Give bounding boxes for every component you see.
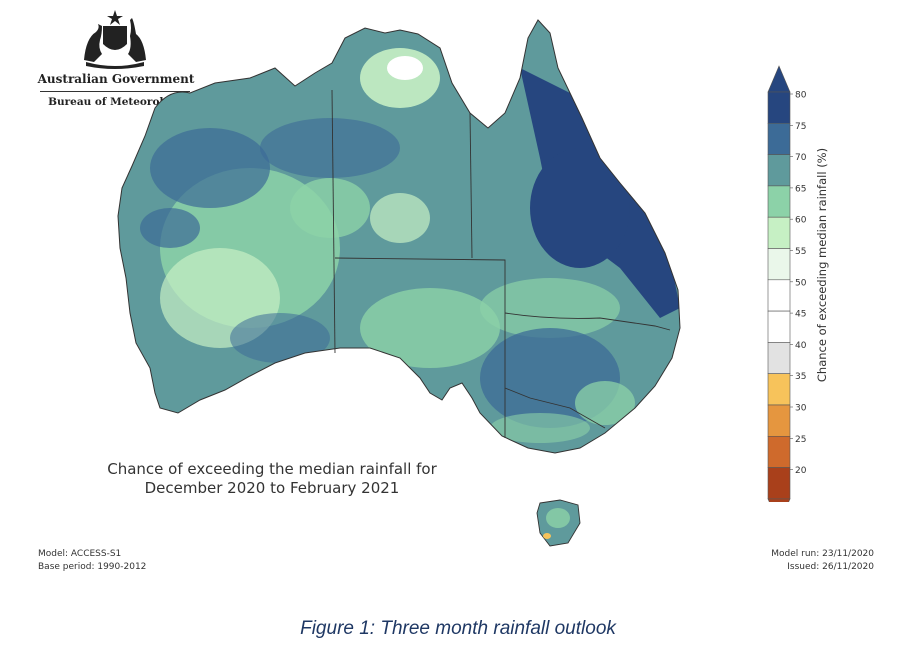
state-borders [331,89,671,438]
run-info: Model run: 23/11/2020 Issued: 26/11/2020 [771,548,874,574]
colorbar-tick-label: 45 [795,310,806,320]
base-period: Base period: 1990-2012 [38,562,147,572]
org-name-line1: Australian Government [37,72,195,86]
logo-divider [40,91,190,92]
triangle-up-icon [767,65,791,93]
model-name: Model: ACCESS-S1 [38,549,122,559]
rainfall-outlook-map [117,19,681,547]
colorbar-segment [767,185,791,218]
colorbar-tick-label: 60 [795,216,807,226]
map-caption: Chance of exceeding the median rainfall … [82,460,462,498]
colorbar-segment [767,342,791,374]
colorbar-tick-label: 35 [795,372,806,382]
colorbar-tick-label: 70 [795,153,807,163]
colorbar-segment [767,467,791,500]
government-logo: Australian Government Bureau of Meteorol… [36,8,196,112]
triangle-down-icon [767,498,791,502]
colorbar-tick-label: 20 [795,466,807,476]
colorbar-legend: 80 75 70 65 60 55 50 45 40 35 30 25 20 [767,65,807,502]
colorbar-label: Chance of exceeding median rainfall (%) [815,147,829,382]
colorbar-tick-label: 50 [795,278,807,288]
colorbar-tick-label: 65 [795,184,806,194]
colorbar-segment [767,373,791,406]
figure-caption: Figure 1: Three month rainfall outlook [300,618,616,639]
coat-of-arms-icon [84,10,146,69]
colorbar-tick-label: 55 [795,247,806,257]
issued-date: Issued: 26/11/2020 [787,562,874,572]
model-run-date: Model run: 23/11/2020 [771,549,874,559]
colorbar-segment [767,91,791,124]
colorbar-segment [767,310,791,343]
colorbar-title: Chance of exceeding median rainfall (%) [812,92,832,437]
colorbar-segment [767,216,791,249]
colorbar-segment [767,404,791,437]
colorbar-segment [767,122,791,155]
colorbar-tick-label: 75 [795,122,806,132]
colorbar-tick-label: 40 [795,341,807,351]
colorbar-tick-label: 30 [795,404,807,414]
australia-outline [117,19,681,454]
colorbar-segment [767,154,791,187]
colorbar-segment [767,435,791,468]
colorbar-tick-label: 25 [795,435,806,445]
colorbar-tick-label: 80 [795,91,807,101]
model-info: Model: ACCESS-S1 Base period: 1990-2012 [38,548,146,574]
colorbar-segment [767,279,791,312]
map-caption-line1: Chance of exceeding the median rainfall … [107,460,437,478]
tasmania [536,499,581,547]
colorbar-segment [767,248,791,281]
map-caption-line2: December 2020 to February 2021 [144,479,400,497]
org-name-line2: Bureau of Meteorology [48,96,184,108]
